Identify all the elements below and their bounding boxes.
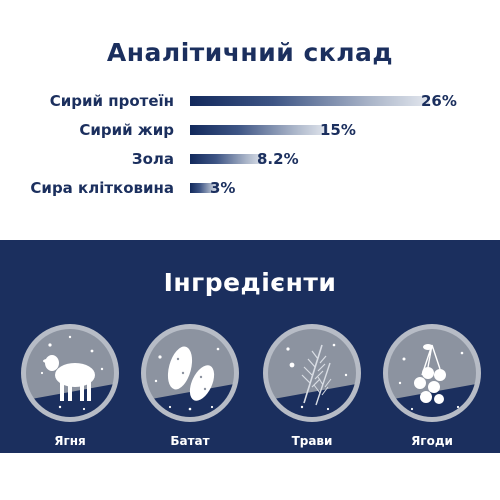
ingredient-lamb: Ягня bbox=[20, 323, 120, 453]
nutrient-label: Сирий протеїн bbox=[49, 92, 174, 110]
ingredient-herbs: Трави bbox=[262, 323, 362, 453]
ingredients-title: Інгредієнти bbox=[163, 268, 337, 297]
nutrient-bar bbox=[190, 154, 265, 164]
nutrient-label: Сира клітковина bbox=[30, 179, 174, 197]
ingredient-label: Ягня bbox=[54, 434, 86, 448]
nutrient-row-protein: Сирий протеїн 26% bbox=[0, 88, 500, 114]
ingredients-section: Інгредієнти bbox=[0, 240, 500, 453]
herbs-icon bbox=[263, 324, 361, 422]
nutrient-bar bbox=[190, 125, 328, 135]
bottom-blank bbox=[0, 453, 500, 500]
lamb-icon bbox=[21, 324, 119, 422]
nutrient-label: Зола bbox=[131, 150, 174, 168]
ingredient-berries: Ягоди bbox=[382, 323, 482, 453]
ingredient-label: Батат bbox=[170, 434, 210, 448]
berries-icon bbox=[383, 324, 481, 422]
sweet-potato-icon bbox=[141, 324, 239, 422]
ingredient-label: Трави bbox=[291, 434, 333, 448]
nutrient-bar bbox=[190, 96, 429, 106]
nutrient-row-fat: Сирий жир 15% bbox=[0, 117, 500, 143]
nutrient-row-fiber: Сира клітковина 3% bbox=[0, 175, 500, 201]
nutrient-value: 15% bbox=[320, 121, 356, 139]
analytic-title: Аналітичний склад bbox=[106, 38, 394, 67]
nutrient-bar bbox=[190, 183, 218, 193]
nutrient-value: 26% bbox=[421, 92, 457, 110]
nutrient-value: 3% bbox=[210, 179, 236, 197]
nutrient-label: Сирий жир bbox=[79, 121, 174, 139]
nutrient-row-ash: Зола 8.2% bbox=[0, 146, 500, 172]
ingredient-sweet-potato: Батат bbox=[140, 323, 240, 453]
nutrient-value: 8.2% bbox=[257, 150, 299, 168]
ingredient-label: Ягоди bbox=[411, 434, 453, 448]
analytic-section: Аналітичний склад Сирий протеїн 26% Сири… bbox=[0, 0, 500, 240]
